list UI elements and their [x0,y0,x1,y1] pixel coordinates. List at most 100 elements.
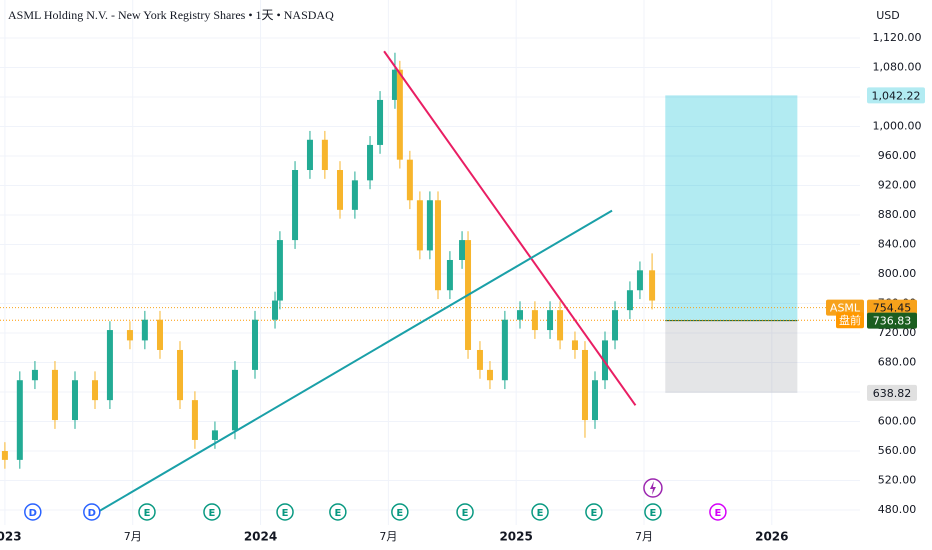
candle-body [391,69,398,100]
trend-line [91,209,613,517]
candle-body [126,330,133,341]
candle-body [476,349,483,370]
candle-body [177,349,184,401]
candle-body [547,310,554,331]
event-marker [83,503,101,521]
candle-body [406,159,413,201]
candle-body [336,170,343,210]
y-tick-label: 920.00 [878,178,917,191]
target-tag-bg [867,87,925,104]
x-tick-label: 7月 [635,530,653,543]
event-label: E [714,508,721,519]
event-marker [329,503,347,521]
candle-body [396,69,403,160]
candle-body [106,330,113,401]
entry-tag: 736.83 [873,315,912,328]
candle-body [51,369,58,421]
y-tick-label: 800.00 [878,267,917,280]
candle-body [501,319,508,381]
currency: USD [876,9,900,22]
chart-title: ASML Holding N.V. - New York Registry Sh… [8,8,334,22]
y-tick-label: 600.00 [878,415,917,428]
candle-body [71,380,78,421]
price-tag-name-bg [836,312,864,329]
candle-body [517,310,524,320]
y-tick-label: 880.00 [878,208,917,221]
candle-body [531,310,538,331]
candle-body [292,170,299,241]
x-tick-label: 2025 [499,530,532,544]
candle-body [377,99,384,145]
event-marker [24,503,42,521]
event-label: E [591,508,598,519]
event-marker [709,503,727,521]
target-tag: 1,042.22 [872,89,921,102]
event-marker [585,503,603,521]
candle-body [557,310,564,341]
candle-body [636,270,643,291]
plot [0,50,860,517]
stop-tag: 638.82 [873,387,912,400]
candle-body [156,319,163,350]
candle-body [92,380,99,401]
candle-body [602,340,609,381]
candle-body [231,369,238,431]
candle-body [16,380,23,460]
event-marker [644,503,662,521]
candle-body [571,340,578,350]
event-label: E [144,508,151,519]
event-marker [531,503,549,521]
target-zone [665,95,798,321]
candle-body [272,300,279,320]
candle-body [649,270,656,301]
x-tick-label: 7月 [379,530,397,543]
candle-body [626,290,633,311]
price-tag-name-bg [826,299,864,316]
candle-body [141,319,148,341]
event-label: D [88,508,96,519]
entry-tag-bg [867,312,917,329]
y-tick-label: 560.00 [878,444,917,457]
y-tick-label: 1,000.00 [873,119,922,132]
candle-body [351,180,358,210]
candle-body [1,451,8,460]
x-tick-label: 7月 [124,530,142,543]
candle-body [251,319,258,370]
event-label: E [462,508,469,519]
candle-body [416,200,423,251]
x-tick-label: 2023 [0,530,22,544]
y-tick-label: 960.00 [878,149,917,162]
event-label: E [282,508,289,519]
event-marker [276,503,294,521]
event-label: E [334,508,341,519]
stop-zone [665,320,798,393]
event-label: E [537,508,544,519]
price-tag: 754.45 [873,302,912,315]
event-marker [138,503,156,521]
price-tag-name: ASML [830,302,861,315]
y-tick-label: 1,120.00 [873,31,922,44]
event-label: D [29,508,37,519]
candle-body [581,349,588,421]
candle-body [276,240,283,301]
candle-body [434,200,441,291]
price-tag-bg [867,299,917,316]
candle-body [191,400,198,440]
candle-body [486,369,493,381]
y-tick-label: 1,080.00 [873,60,922,73]
stop-tag-bg [867,384,917,401]
event-label: E [209,508,216,519]
news-bolt [649,481,656,495]
price-tag-name: 盘前 [839,313,861,327]
y-tick-label: 840.00 [878,238,917,251]
candle-body [321,139,328,171]
y-tick-label: 680.00 [878,356,917,369]
y-tick-label: 480.00 [878,503,917,516]
candle-body [306,139,313,171]
y-tick-label: 720.00 [878,326,917,339]
candle-body [211,430,218,440]
event-marker [456,503,474,521]
event-marker [391,503,409,521]
x-tick-label: 2024 [244,530,277,544]
